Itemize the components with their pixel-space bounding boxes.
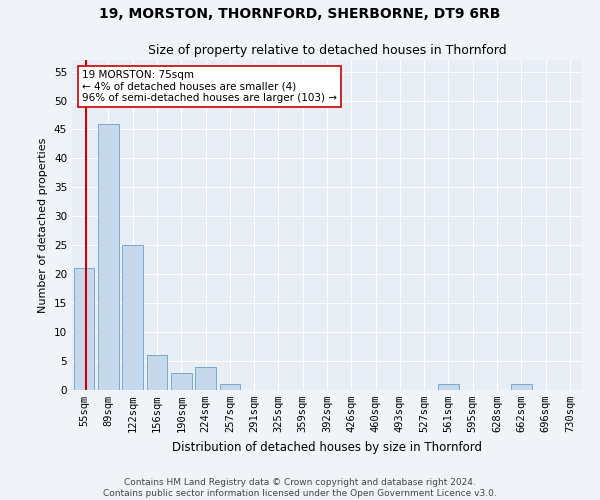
X-axis label: Distribution of detached houses by size in Thornford: Distribution of detached houses by size … bbox=[172, 440, 482, 454]
Y-axis label: Number of detached properties: Number of detached properties bbox=[38, 138, 49, 312]
Text: 19, MORSTON, THORNFORD, SHERBORNE, DT9 6RB: 19, MORSTON, THORNFORD, SHERBORNE, DT9 6… bbox=[100, 8, 500, 22]
Bar bbox=[511, 384, 532, 390]
Bar bbox=[171, 372, 191, 390]
Text: Contains HM Land Registry data © Crown copyright and database right 2024.
Contai: Contains HM Land Registry data © Crown c… bbox=[103, 478, 497, 498]
Bar bbox=[146, 356, 167, 390]
Bar bbox=[74, 268, 94, 390]
Bar bbox=[220, 384, 240, 390]
Bar bbox=[438, 384, 459, 390]
Bar bbox=[122, 246, 143, 390]
Bar bbox=[195, 367, 216, 390]
Title: Size of property relative to detached houses in Thornford: Size of property relative to detached ho… bbox=[148, 44, 506, 58]
Bar bbox=[98, 124, 119, 390]
Text: 19 MORSTON: 75sqm
← 4% of detached houses are smaller (4)
96% of semi-detached h: 19 MORSTON: 75sqm ← 4% of detached house… bbox=[82, 70, 337, 103]
